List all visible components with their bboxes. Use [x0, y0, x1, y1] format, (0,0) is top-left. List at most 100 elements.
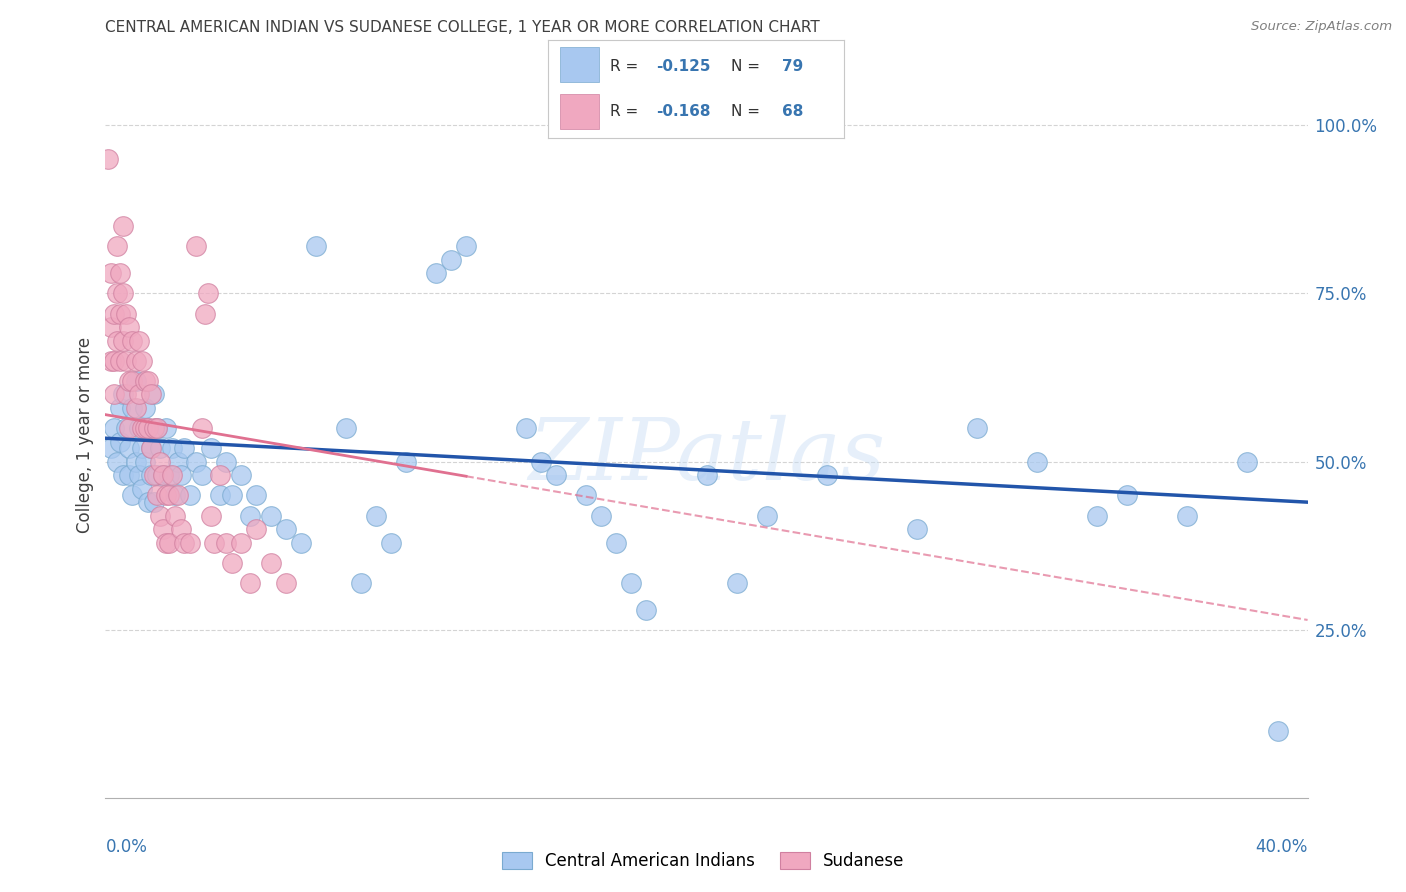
Point	[128, 468, 150, 483]
Point	[200, 508, 222, 523]
Point	[136, 495, 159, 509]
Point	[245, 522, 267, 536]
Point	[155, 535, 177, 549]
Point	[103, 421, 125, 435]
Point	[142, 421, 165, 435]
Point	[121, 401, 143, 415]
Point	[136, 421, 159, 435]
Point	[966, 421, 988, 435]
Point	[103, 387, 125, 401]
Point	[350, 576, 373, 591]
Point	[124, 374, 146, 388]
Point	[169, 468, 191, 483]
Point	[290, 535, 312, 549]
Point	[145, 421, 167, 435]
Point	[245, 488, 267, 502]
Point	[214, 535, 236, 549]
Text: 79: 79	[782, 59, 803, 74]
Point	[591, 508, 613, 523]
Point	[136, 374, 159, 388]
Point	[152, 468, 174, 483]
Point	[107, 286, 129, 301]
Point	[160, 468, 183, 483]
Point	[118, 320, 141, 334]
Point	[208, 468, 231, 483]
Point	[100, 442, 122, 456]
Point	[128, 334, 150, 348]
Legend: Central American Indians, Sudanese: Central American Indians, Sudanese	[495, 845, 911, 877]
Point	[142, 468, 165, 483]
Point	[152, 468, 174, 483]
Text: -0.168: -0.168	[657, 104, 710, 120]
Text: 0.0%: 0.0%	[105, 838, 148, 856]
Point	[157, 488, 180, 502]
Point	[103, 307, 125, 321]
Point	[134, 455, 156, 469]
Point	[115, 353, 138, 368]
Point	[124, 455, 146, 469]
Point	[725, 576, 748, 591]
Point	[364, 508, 387, 523]
Text: R =: R =	[610, 104, 644, 120]
Point	[440, 252, 463, 267]
Point	[100, 266, 122, 280]
Text: Source: ZipAtlas.com: Source: ZipAtlas.com	[1251, 20, 1392, 33]
Point	[274, 522, 297, 536]
Point	[1116, 488, 1139, 502]
Point	[142, 495, 165, 509]
Text: N =: N =	[731, 59, 765, 74]
Point	[124, 401, 146, 415]
Point	[103, 353, 125, 368]
Point	[515, 421, 537, 435]
Point	[636, 603, 658, 617]
Point	[166, 488, 188, 502]
Point	[274, 576, 297, 591]
Point	[194, 307, 217, 321]
Point	[755, 508, 778, 523]
Point	[546, 468, 568, 483]
Point	[148, 508, 170, 523]
Point	[305, 239, 328, 253]
Point	[184, 455, 207, 469]
Point	[118, 468, 141, 483]
Point	[128, 421, 150, 435]
Point	[163, 508, 186, 523]
Y-axis label: College, 1 year or more: College, 1 year or more	[76, 337, 94, 533]
Point	[100, 353, 122, 368]
Point	[179, 535, 201, 549]
Point	[131, 421, 153, 435]
Point	[229, 535, 252, 549]
Point	[112, 334, 135, 348]
Point	[110, 353, 132, 368]
Point	[380, 535, 402, 549]
Point	[148, 442, 170, 456]
Point	[121, 488, 143, 502]
Text: R =: R =	[610, 59, 644, 74]
Point	[110, 266, 132, 280]
Point	[620, 576, 643, 591]
Point	[202, 535, 225, 549]
Point	[214, 455, 236, 469]
Text: 40.0%: 40.0%	[1256, 838, 1308, 856]
Point	[1267, 724, 1289, 739]
Point	[184, 239, 207, 253]
Point	[134, 401, 156, 415]
Point	[157, 535, 180, 549]
Point	[148, 455, 170, 469]
Point	[131, 353, 153, 368]
Point	[121, 374, 143, 388]
Point	[239, 576, 262, 591]
Point	[169, 522, 191, 536]
Point	[157, 468, 180, 483]
Point	[124, 353, 146, 368]
Point	[139, 468, 162, 483]
Point	[239, 508, 262, 523]
Point	[110, 434, 132, 449]
Point	[145, 421, 167, 435]
Point	[128, 387, 150, 401]
Point	[163, 488, 186, 502]
Point	[115, 307, 138, 321]
Point	[139, 387, 162, 401]
Point	[696, 468, 718, 483]
Point	[136, 421, 159, 435]
